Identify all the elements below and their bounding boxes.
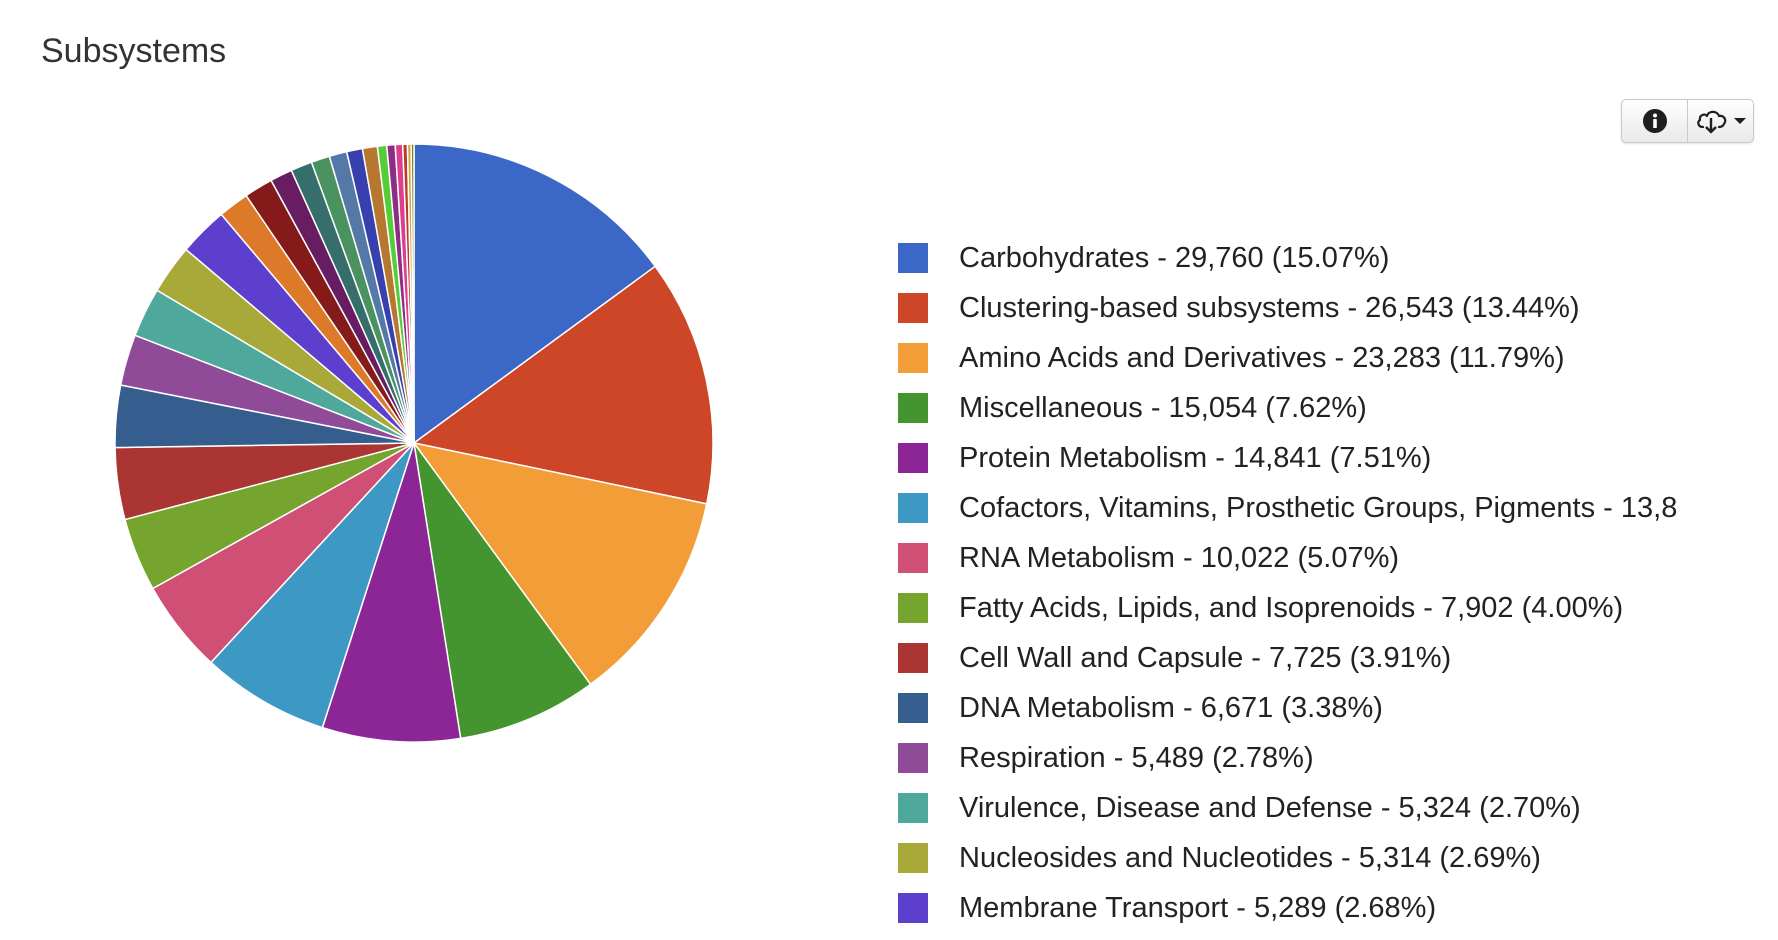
legend-label: Nucleosides and Nucleotides - 5,314 (2.6… [959, 841, 1541, 874]
legend-item[interactable]: Amino Acids and Derivatives - 23,283 (11… [898, 338, 1565, 378]
cloud-download-icon [1696, 110, 1726, 134]
pie-slice-0[interactable] [413, 143, 656, 444]
chart-toolbar [1621, 99, 1754, 143]
legend-label: Cell Wall and Capsule - 7,725 (3.91%) [959, 641, 1452, 674]
info-button[interactable] [1622, 100, 1687, 142]
legend-item[interactable]: Protein Metabolism - 14,841 (7.51%) [898, 438, 1431, 478]
legend-swatch [898, 793, 928, 823]
legend-label: Amino Acids and Derivatives - 23,283 (11… [959, 341, 1565, 374]
legend-swatch [898, 243, 928, 273]
legend-label: Respiration - 5,489 (2.78%) [959, 741, 1314, 774]
info-circle-icon [1642, 109, 1667, 133]
legend-swatch [898, 843, 928, 873]
pie-chart [114, 143, 714, 743]
legend-label: Carbohydrates - 29,760 (15.07%) [959, 241, 1390, 274]
legend-label: Clustering-based subsystems - 26,543 (13… [959, 291, 1580, 324]
legend-label: Fatty Acids, Lipids, and Isoprenoids - 7… [959, 591, 1624, 624]
legend-item[interactable]: DNA Metabolism - 6,671 (3.38%) [898, 688, 1383, 728]
legend-label: Virulence, Disease and Defense - 5,324 (… [959, 791, 1581, 824]
legend-swatch [898, 343, 928, 373]
legend-swatch [898, 493, 928, 523]
legend-swatch [898, 693, 928, 723]
pie-slice-1[interactable] [413, 265, 714, 505]
legend-swatch [898, 643, 928, 673]
pie-slice-2[interactable] [413, 442, 708, 686]
legend-label: Protein Metabolism - 14,841 (7.51%) [959, 441, 1432, 474]
legend-swatch [898, 593, 928, 623]
caret-down-icon [1733, 118, 1746, 124]
legend-swatch [898, 393, 928, 423]
legend-label: RNA Metabolism - 10,022 (5.07%) [959, 541, 1400, 574]
pie-slice-27[interactable] [410, 143, 415, 444]
legend-item[interactable]: Nucleosides and Nucleotides - 5,314 (2.6… [898, 838, 1541, 878]
legend-item[interactable]: Clustering-based subsystems - 26,543 (13… [898, 288, 1580, 328]
legend-swatch [898, 743, 928, 773]
legend-item[interactable]: Fatty Acids, Lipids, and Isoprenoids - 7… [898, 588, 1623, 628]
legend-item[interactable]: Cofactors, Vitamins, Prosthetic Groups, … [898, 488, 1677, 528]
legend-label: Cofactors, Vitamins, Prosthetic Groups, … [959, 491, 1678, 524]
legend-item[interactable]: Miscellaneous - 15,054 (7.62%) [898, 388, 1367, 428]
legend-label: Membrane Transport - 5,289 (2.68%) [959, 891, 1437, 924]
pie-slice-5[interactable] [210, 442, 415, 729]
legend-item[interactable]: Membrane Transport - 5,289 (2.68%) [898, 888, 1436, 928]
chart-legend: Carbohydrates - 29,760 (15.07%) Clusterin… [898, 238, 1698, 938]
pie-slice-3[interactable] [413, 442, 592, 740]
legend-label: DNA Metabolism - 6,671 (3.38%) [959, 691, 1383, 724]
legend-item[interactable]: Carbohydrates - 29,760 (15.07%) [898, 238, 1389, 278]
legend-label: Miscellaneous - 15,054 (7.62%) [959, 391, 1367, 424]
legend-item[interactable]: RNA Metabolism - 10,022 (5.07%) [898, 538, 1399, 578]
pie-slice-4[interactable] [321, 442, 462, 743]
legend-swatch [898, 443, 928, 473]
legend-swatch [898, 293, 928, 323]
legend-item[interactable]: Cell Wall and Capsule - 7,725 (3.91%) [898, 638, 1451, 678]
legend-item[interactable]: Respiration - 5,489 (2.78%) [898, 738, 1314, 778]
download-button[interactable] [1687, 100, 1753, 142]
legend-swatch [898, 893, 928, 923]
page-title: Subsystems [41, 32, 227, 70]
legend-item[interactable]: Virulence, Disease and Defense - 5,324 (… [898, 788, 1581, 828]
legend-swatch [898, 543, 928, 573]
